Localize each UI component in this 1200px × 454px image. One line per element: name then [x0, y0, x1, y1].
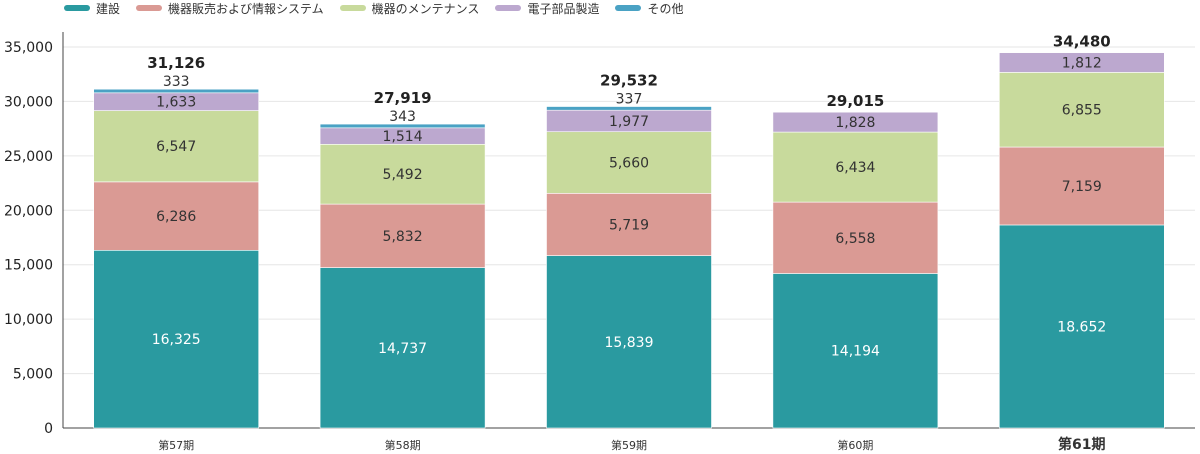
- y-tick-label-7: 35,000: [4, 40, 53, 56]
- bar-2-segment-4: [546, 106, 712, 111]
- x-tick-label-2: 第59期: [611, 438, 647, 452]
- value-label-2-4: 337: [616, 92, 643, 108]
- legend-item-1: 機器販売および情報システム: [136, 0, 324, 17]
- bar-2-segment-0: [546, 255, 712, 429]
- value-label-0-3: 1,633: [156, 95, 196, 111]
- bar-3-segment-3: [772, 111, 939, 133]
- value-label-1-4: 343: [389, 109, 416, 125]
- legend-swatch-1: [136, 5, 163, 11]
- legend-item-4: その他: [615, 0, 683, 17]
- legend: 建設 機器販売および情報システム 機器のメンテナンス 電子部品製造 その他: [64, 0, 683, 16]
- value-label-3-0: 14,194: [831, 344, 880, 360]
- x-tick-label-0: 第57期: [158, 438, 194, 452]
- value-label-1-1: 5,832: [383, 229, 423, 245]
- total-label-2: 29,532: [600, 72, 658, 90]
- bar-3-segment-0: [772, 273, 939, 429]
- x-tick-label-4: 第61期: [1058, 436, 1105, 453]
- value-label-1-0: 14,737: [378, 341, 427, 357]
- bar-1-segment-4: [319, 123, 486, 129]
- value-label-4-0: 18.652: [1057, 319, 1106, 335]
- bar-4-segment-2: [998, 72, 1165, 148]
- legend-swatch-4: [615, 5, 642, 11]
- bar-4-segment-3: [998, 52, 1165, 73]
- bar-0-segment-2: [93, 110, 259, 183]
- y-tick-label-2: 10,000: [4, 312, 53, 328]
- bar-4-segment-1: [998, 146, 1165, 226]
- value-label-4-3: 1,812: [1062, 56, 1102, 72]
- legend-label-2: 機器のメンテナンス: [371, 1, 480, 16]
- total-label-4: 34,480: [1053, 33, 1111, 51]
- legend-label-3: 電子部品製造: [527, 1, 600, 16]
- legend-label-0: 建設: [96, 1, 121, 16]
- x-tick-label-1: 第58期: [385, 438, 421, 452]
- value-label-3-2: 6,434: [835, 160, 875, 176]
- y-tick-label-3: 15,000: [4, 258, 53, 274]
- legend-label-1: 機器販売および情報システム: [168, 1, 324, 16]
- y-tick-label-5: 25,000: [4, 149, 53, 165]
- value-label-0-1: 6,286: [156, 209, 196, 225]
- value-label-2-2: 5,660: [609, 156, 649, 172]
- value-label-0-0: 16,325: [152, 332, 201, 348]
- value-label-2-1: 5,719: [609, 217, 649, 233]
- value-label-2-3: 1,977: [609, 114, 649, 130]
- value-label-3-3: 1,828: [835, 115, 875, 131]
- value-label-1-3: 1,514: [383, 129, 423, 145]
- total-label-0: 31,126: [147, 54, 205, 72]
- bar-0-segment-4: [93, 88, 259, 94]
- bar-0-segment-1: [93, 181, 259, 251]
- legend-item-3: 電子部品製造: [495, 0, 599, 17]
- y-tick-label-0: 0: [44, 421, 53, 437]
- total-label-3: 29,015: [826, 92, 884, 110]
- bar-2-segment-1: [546, 193, 712, 256]
- bar-4-segment-0: [998, 224, 1165, 429]
- total-label-1: 27,919: [374, 89, 432, 107]
- x-tick-label-3: 第60期: [837, 438, 873, 452]
- value-label-1-2: 5,492: [383, 167, 423, 183]
- value-label-4-1: 7,159: [1062, 179, 1102, 195]
- legend-item-0: 建設: [64, 0, 120, 17]
- legend-swatch-0: [64, 5, 90, 11]
- bar-3-segment-2: [772, 131, 939, 203]
- y-tick-label-4: 20,000: [4, 203, 53, 219]
- y-tick-label-1: 5,000: [13, 367, 53, 383]
- legend-swatch-2: [339, 5, 366, 11]
- bar-1-segment-2: [319, 144, 486, 205]
- legend-swatch-3: [495, 5, 522, 11]
- y-tick-label-6: 30,000: [4, 94, 53, 110]
- value-label-0-2: 6,547: [156, 139, 196, 155]
- value-label-4-2: 6,855: [1062, 103, 1102, 119]
- value-label-2-0: 15,839: [605, 335, 654, 351]
- legend-label-4: その他: [647, 1, 684, 16]
- bar-3-segment-1: [772, 201, 939, 274]
- bar-2-segment-2: [546, 131, 712, 194]
- value-label-3-1: 6,558: [835, 231, 875, 247]
- bar-1-segment-0: [319, 267, 486, 429]
- value-label-0-4: 333: [163, 74, 190, 90]
- legend-item-2: 機器のメンテナンス: [339, 0, 480, 17]
